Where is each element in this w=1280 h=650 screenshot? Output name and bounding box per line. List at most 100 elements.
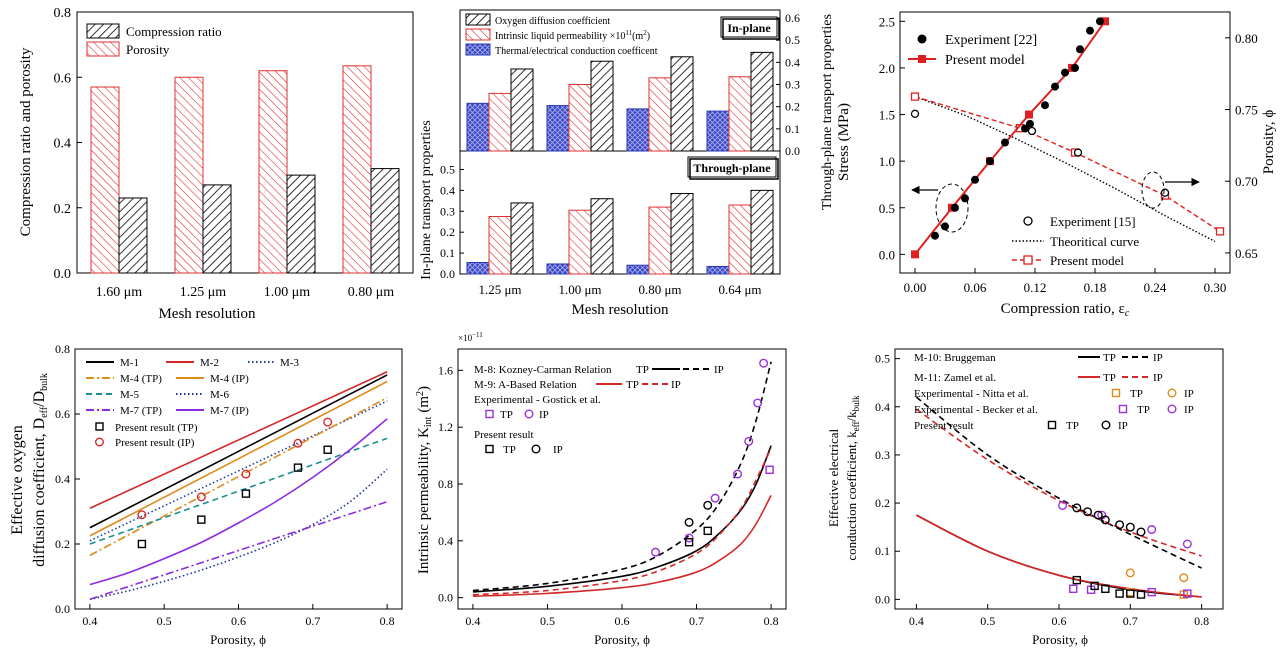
legend-label-m10: M-10: Bruggeman — [914, 352, 996, 364]
marker-experiment-22 — [1061, 68, 1069, 77]
marker-becker-ip — [1147, 525, 1157, 535]
marker-gostick-ip — [733, 469, 743, 479]
marker-becker-tp — [1069, 584, 1078, 593]
marker-experiment-22 — [986, 157, 994, 166]
legend-label-m9: M-9: A-Based Relation — [474, 379, 577, 391]
marker-present-ip — [1072, 503, 1082, 513]
panel-a-y-axis-label: Compression ratio and porosity — [18, 47, 34, 236]
panel-c-right-y-tick-label: 0.80 — [1235, 31, 1258, 46]
panel-a-x-tick-label: 1.60 μm — [96, 285, 143, 300]
marker-present-tp — [1126, 589, 1135, 598]
legend-marker-becker-ip — [1167, 404, 1177, 414]
marker-present-ip — [1083, 507, 1093, 517]
panel-f-legend: M-10: Bruggeman TP IP M-11: Zamel et al. TP I… — [914, 352, 1194, 432]
panel-b-right-y-tick-label: 0.3 — [785, 78, 800, 92]
legend-label-becker-ip: IP — [1184, 404, 1194, 416]
bar-thermal-conduction — [466, 262, 490, 275]
marker-experiment-22 — [1021, 124, 1029, 133]
panel-d-x-tick-label: 0.5 — [157, 614, 172, 628]
bar-liquid-permeability — [568, 84, 592, 152]
legend-marker-nitta-ip — [1167, 388, 1177, 398]
legend-label-m-7-tp: M-7 (TP) — [120, 405, 162, 417]
legend-label-nitta-ip: IP — [1184, 388, 1194, 400]
legend-label-m10-ip: IP — [1153, 352, 1163, 364]
bar-thermal-conduction — [706, 265, 730, 275]
panel-b-left-y-tick-label: 0.3 — [440, 204, 455, 218]
bar-compression-ratio — [118, 197, 148, 274]
panel-c-left-y-tick-label: 2.0 — [879, 61, 895, 76]
marker-gostick-ip — [744, 436, 754, 446]
panel-c-right-y-tick-label: 0.65 — [1235, 246, 1258, 261]
marker-present-ip — [1100, 515, 1110, 525]
panel-b-x-tick-label: 1.00 μm — [558, 282, 601, 297]
marker-present-result-ip — [293, 438, 303, 448]
marker-experiment-22 — [1041, 101, 1049, 110]
panel-c-right-y-tick-label: 0.75 — [1235, 103, 1258, 118]
panel-e-x-tick-label: 0.7 — [689, 614, 704, 628]
legend-label-m10-tp: TP — [1103, 352, 1116, 364]
panel-c-bottom-legend: Experiment [15] Theoritical curve Presen… — [1012, 214, 1139, 268]
panel-a-x-tick-label: 1.25 μm — [180, 285, 227, 300]
line-m-7-tp — [89, 500, 388, 601]
line-m-10-tp — [916, 514, 1202, 598]
bar-thermal-conduction — [546, 105, 570, 152]
panel-c-x-tick-label: 0.30 — [1204, 280, 1227, 295]
panel-b-right-y-tick-label: 0.5 — [785, 33, 800, 47]
marker-present-ip — [1115, 520, 1125, 530]
panel-b-right-y-tick-label: 0.0 — [785, 144, 800, 158]
panel-b-x-axis-label: Mesh resolution — [571, 302, 669, 318]
panel-b-right-y-tick-label: 0.4 — [785, 55, 800, 69]
bar-oxygen-diffusion — [590, 60, 614, 152]
legend-label-m-6: M-6 — [210, 389, 229, 401]
marker-gostick-ip — [753, 398, 763, 408]
panel-f-y-tick-label: 0.1 — [875, 544, 890, 558]
legend-swatch-thermal-conduction — [465, 43, 491, 56]
marker-present-model-stress — [911, 250, 919, 259]
panel-c-stress-porosity-chart: 0.00 0.06 0.12 0.18 0.24 0.30 0.0 0.5 1.0 1.5 2.0 2… — [836, 11, 1277, 319]
legend-marker-present-model-porosity — [1023, 255, 1033, 265]
marker-nitta-ip — [1179, 573, 1189, 583]
marker-present-result-tp — [137, 539, 147, 549]
legend-marker-present-tp — [485, 444, 494, 454]
panel-f-y-tick-label: 0.3 — [875, 448, 890, 462]
bar-oxygen-diffusion — [670, 56, 694, 152]
line-m-11-ip — [915, 408, 1202, 557]
legend-label-m-5: M-5 — [120, 389, 139, 401]
legend-label-gostick-tp: TP — [500, 409, 513, 421]
marker-present-ip — [684, 517, 694, 527]
marker-present-ip — [1125, 522, 1135, 532]
panel-c-x-tick-label: 0.06 — [964, 280, 987, 295]
bar-liquid-permeability — [568, 209, 592, 275]
bar-oxygen-diffusion — [750, 189, 774, 275]
panel-a-y-tick-label: 0.2 — [54, 202, 72, 217]
panel-d-legend: M-1 M-2 M-3 M-4 (TP) M-4 (IP) M-5 M-6 M-7 (TP) M… — [86, 357, 299, 449]
panel-c-x-axis-label: Compression ratio, εc — [1001, 301, 1130, 319]
bar-liquid-permeability — [648, 206, 672, 275]
panel-f-x-tick-label: 0.5 — [980, 614, 995, 628]
line-m-5 — [89, 437, 388, 545]
bar-porosity — [342, 65, 372, 274]
legend-label-m9-ip: IP — [671, 379, 681, 391]
panel-f-y-axis-label-line2: conduction coefficient, keff/kbulk — [844, 395, 861, 561]
panel-f-electrical-conduction-chart: 0.4 0.5 0.6 0.7 0.8 0.0 0.1 0.2 0.3 0.4 0.5 M-10: … — [826, 348, 1224, 647]
panel-b-left-y-tick-label: 0.4 — [440, 183, 455, 197]
marker-experiment-22 — [1086, 26, 1094, 35]
panel-f-x-tick-label: 0.6 — [1052, 614, 1067, 628]
panel-e-legend: M-8: Kozney-Carman Relation TP IP M-9: A-Ba… — [474, 364, 724, 456]
marker-experiment-22 — [1001, 138, 1009, 147]
legend-marker-becker-tp — [1118, 404, 1128, 414]
legend-label-thermal-conduction: Thermal/electrical conduction coefficent — [495, 46, 658, 57]
line-m-11-tp — [916, 514, 1202, 598]
legend-label-gostick-ip: IP — [539, 409, 549, 421]
marker-experiment-22 — [931, 231, 939, 240]
panel-c-frame — [899, 11, 1231, 274]
bar-compression-ratio — [370, 168, 400, 274]
panel-d-y-axis-label-line2: diffusion coefficient, Deff/Dbulk — [31, 373, 50, 567]
legend-label-m8-tp: TP — [636, 364, 649, 376]
marker-present-result-ip — [323, 417, 333, 427]
panel-c-x-tick-label: 0.00 — [904, 280, 927, 295]
marker-experiment-15 — [1027, 126, 1037, 136]
marker-nitta-ip — [1125, 568, 1135, 578]
marker-experiment-22 — [1026, 119, 1034, 128]
